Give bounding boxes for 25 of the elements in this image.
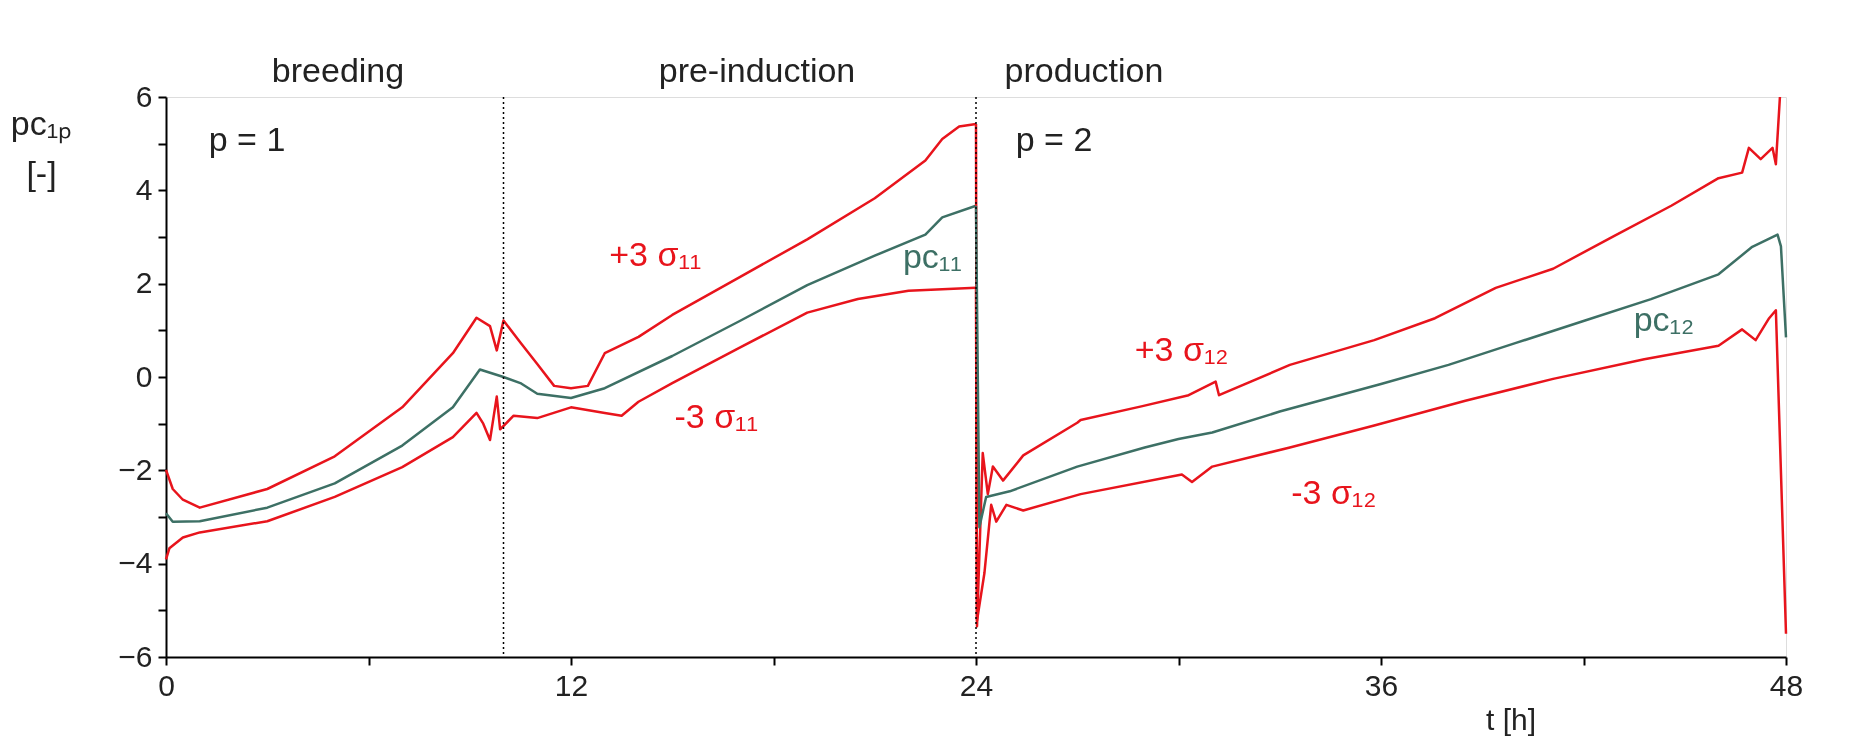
series-label: pc₁₂ [1633,300,1695,339]
text: production [1004,51,1164,89]
annotation: p = 2 [1015,120,1093,158]
x-tick-label: 12 [554,668,589,702]
y-tick-label: 0 [135,359,153,393]
text: breeding [271,51,405,89]
annotation: p = 1 [208,120,286,158]
y-tick-label: 4 [135,172,153,206]
series-label: +3 σ₁₁ [609,234,702,273]
y-tick-label: 6 [135,79,153,113]
x-tick-label: 24 [959,668,994,702]
x-tick-label: 36 [1364,668,1399,702]
y-tick-label: −2 [118,452,153,486]
y-tick-label: −6 [118,639,153,673]
y-tick-label: 2 [135,266,153,300]
x-tick-label: 48 [1769,668,1804,702]
series-label: +3 σ₁₂ [1134,330,1229,369]
series-label: pc₁₁ [902,236,962,275]
x-axis-title: t [h] [1486,702,1537,736]
series-label: -3 σ₁₁ [674,397,759,436]
x-tick-label: 0 [158,668,175,702]
text: pre-induction [658,51,856,89]
series-label: -3 σ₁₂ [1291,473,1377,512]
y-tick-label: −4 [118,546,153,580]
y-axis-title: pc₁ₚ [-] [10,103,73,192]
